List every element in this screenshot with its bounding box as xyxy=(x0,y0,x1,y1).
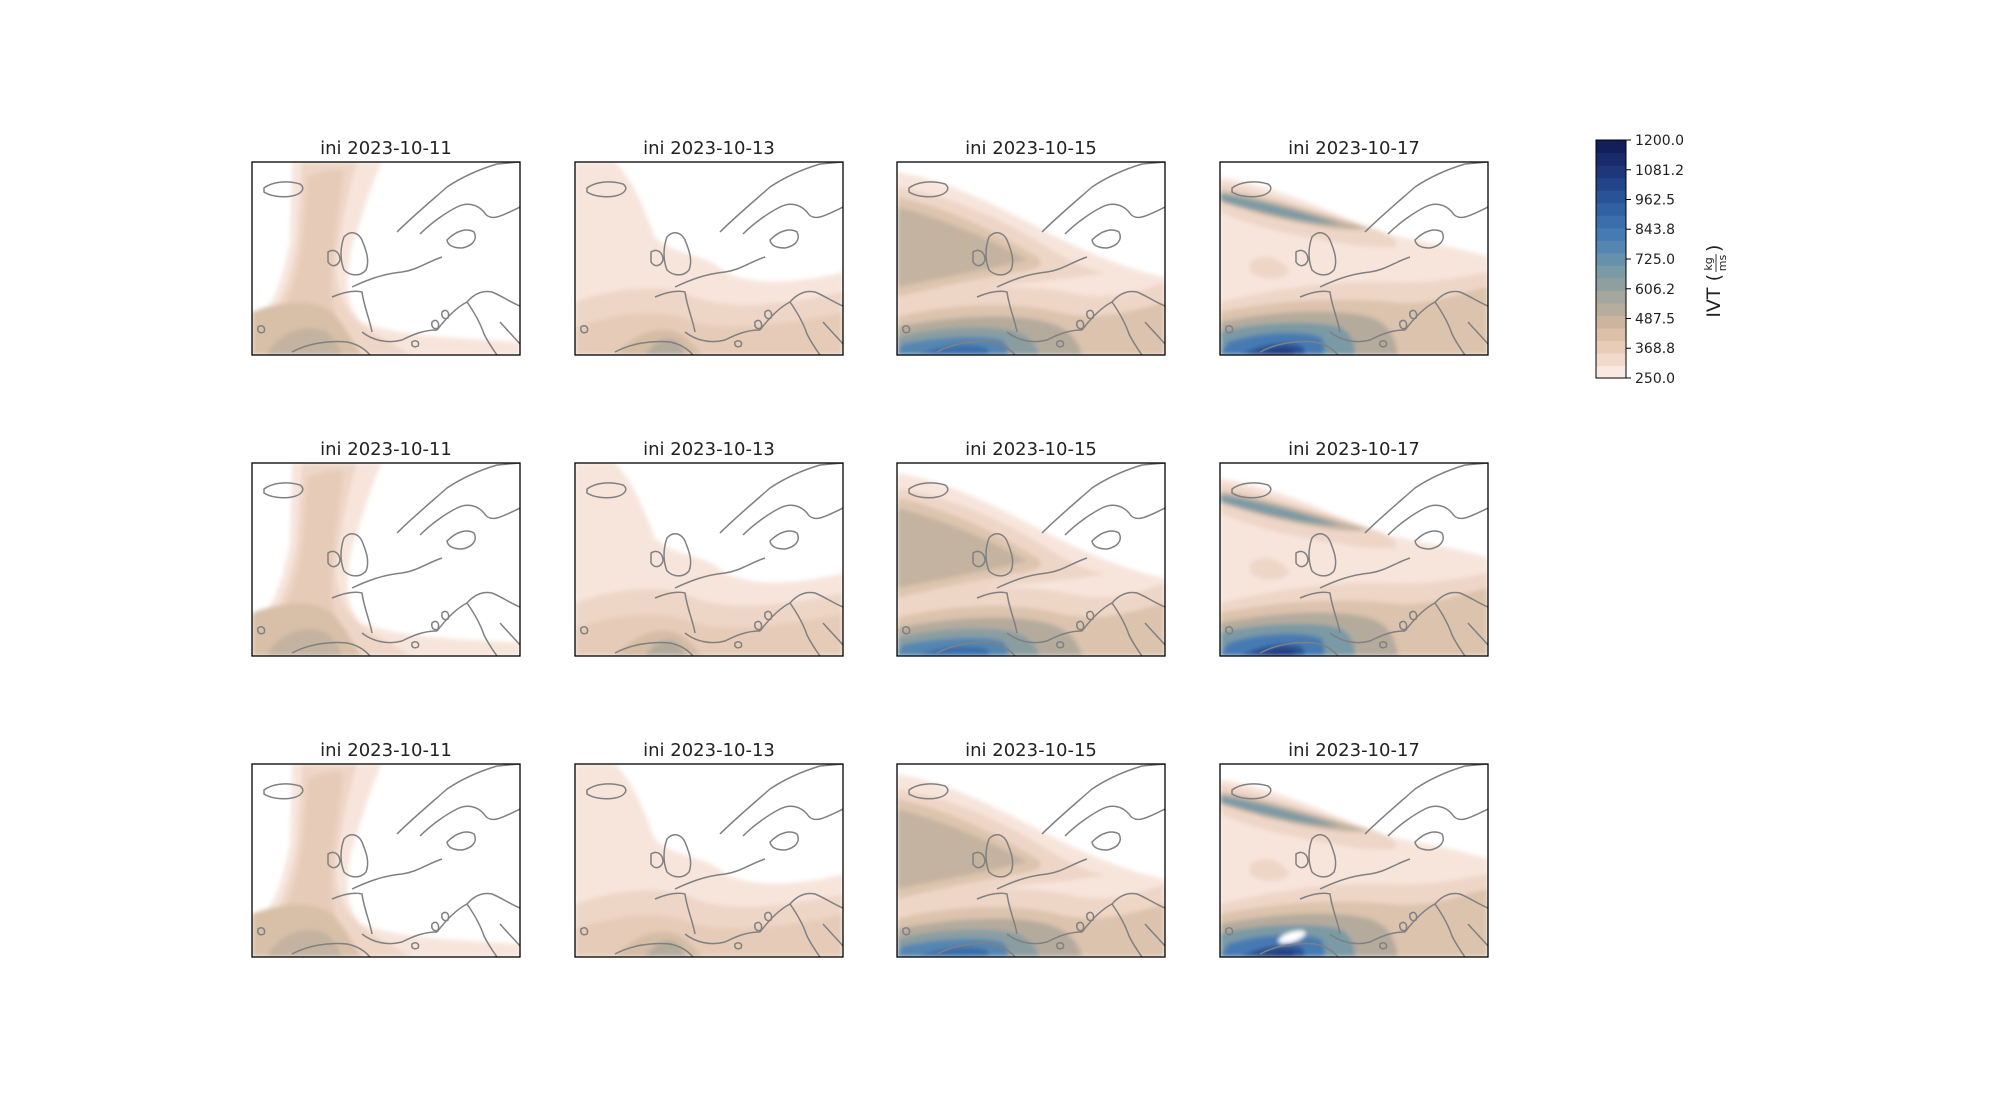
colorbar-level xyxy=(1596,290,1626,304)
panel-title: ini 2023-10-17 xyxy=(1288,138,1420,159)
panel-title: ini 2023-10-15 xyxy=(965,740,1097,761)
map-panel: ini 2023-10-17 xyxy=(1219,439,1489,657)
map-frame xyxy=(1219,161,1489,356)
colorbar-tick-label: 368.8 xyxy=(1635,341,1675,357)
colorbar-level xyxy=(1596,340,1626,354)
colorbar-level xyxy=(1596,352,1626,367)
map-panels: ini 2023-10-11 ini 2023-10-13 ini 2023-10-… xyxy=(251,138,1489,958)
map-frame xyxy=(574,161,844,356)
colorbar-tick-label: 487.5 xyxy=(1635,312,1675,328)
map-frame xyxy=(574,462,844,657)
map-frame xyxy=(896,462,1166,657)
colorbar-level xyxy=(1596,265,1626,279)
map-frame xyxy=(251,462,521,657)
map-panel: ini 2023-10-15 xyxy=(896,138,1166,356)
map-frame xyxy=(1219,462,1489,657)
colorbar-level xyxy=(1596,165,1626,179)
map-panel: ini 2023-10-13 xyxy=(574,439,844,657)
panel-title: ini 2023-10-13 xyxy=(643,439,775,460)
colorbar-tick-label: 843.8 xyxy=(1635,222,1675,238)
map-frame xyxy=(896,763,1166,958)
colorbar-level xyxy=(1596,302,1626,316)
colorbar-tick-label: 725.0 xyxy=(1635,252,1675,268)
colorbar-level xyxy=(1596,277,1626,291)
colorbar-level xyxy=(1596,215,1626,229)
map-frame xyxy=(251,161,521,356)
colorbar-unit-numerator: kg xyxy=(1702,257,1715,270)
panel-title: ini 2023-10-11 xyxy=(320,439,452,460)
panel-title: ini 2023-10-11 xyxy=(320,740,452,761)
map-panel: ini 2023-10-11 xyxy=(251,138,521,356)
map-panel: ini 2023-10-11 xyxy=(251,439,521,657)
panel-title: ini 2023-10-13 xyxy=(643,740,775,761)
panel-title: ini 2023-10-17 xyxy=(1288,740,1420,761)
colorbar-level xyxy=(1596,365,1626,379)
colorbar-level xyxy=(1596,252,1626,266)
map-panel: ini 2023-10-15 xyxy=(896,740,1166,958)
colorbar-level xyxy=(1596,240,1626,254)
colorbar-tick-label: 1200.0 xyxy=(1635,133,1684,149)
colorbar-level xyxy=(1596,140,1626,154)
colorbar-level xyxy=(1596,152,1626,166)
map-panel: ini 2023-10-17 xyxy=(1219,740,1489,958)
ivt-field xyxy=(1220,779,1488,957)
panel-title: ini 2023-10-17 xyxy=(1288,439,1420,460)
panel-title: ini 2023-10-15 xyxy=(965,138,1097,159)
map-frame xyxy=(251,763,521,958)
colorbar-unit-denominator: ms xyxy=(1716,255,1729,272)
colorbar-tick-label: 1081.2 xyxy=(1635,163,1684,179)
colorbar-level xyxy=(1596,202,1626,216)
panel-title: ini 2023-10-11 xyxy=(320,138,452,159)
colorbar-level xyxy=(1596,327,1626,342)
map-panel: ini 2023-10-11 xyxy=(251,740,521,958)
panel-title: ini 2023-10-13 xyxy=(643,138,775,159)
ivt-colorbar: 250.0 368.8 487.5 606.2 725.0 843.8 962.5 1081.… xyxy=(1595,133,1729,387)
colorbar-tick-label: 606.2 xyxy=(1635,282,1675,298)
colorbar-level xyxy=(1596,190,1626,204)
map-frame xyxy=(574,763,844,958)
map-frame xyxy=(896,161,1166,356)
panel-title: ini 2023-10-15 xyxy=(965,439,1097,460)
colorbar-label-variable: IVT ( xyxy=(1703,274,1725,318)
colorbar-label-close: ) xyxy=(1703,245,1725,252)
colorbar-level xyxy=(1596,315,1626,329)
map-panel: ini 2023-10-17 xyxy=(1219,138,1489,356)
map-frame xyxy=(1219,763,1489,958)
colorbar-tick-label: 962.5 xyxy=(1635,193,1675,209)
colorbar-level xyxy=(1596,177,1626,191)
colorbar-level xyxy=(1596,227,1626,241)
map-panel: ini 2023-10-13 xyxy=(574,138,844,356)
colorbar-tick-label: 250.0 xyxy=(1635,371,1675,387)
map-panel: ini 2023-10-15 xyxy=(896,439,1166,657)
map-panel: ini 2023-10-13 xyxy=(574,740,844,958)
colorbar-label: IVT ( kg ms) xyxy=(1702,245,1729,318)
